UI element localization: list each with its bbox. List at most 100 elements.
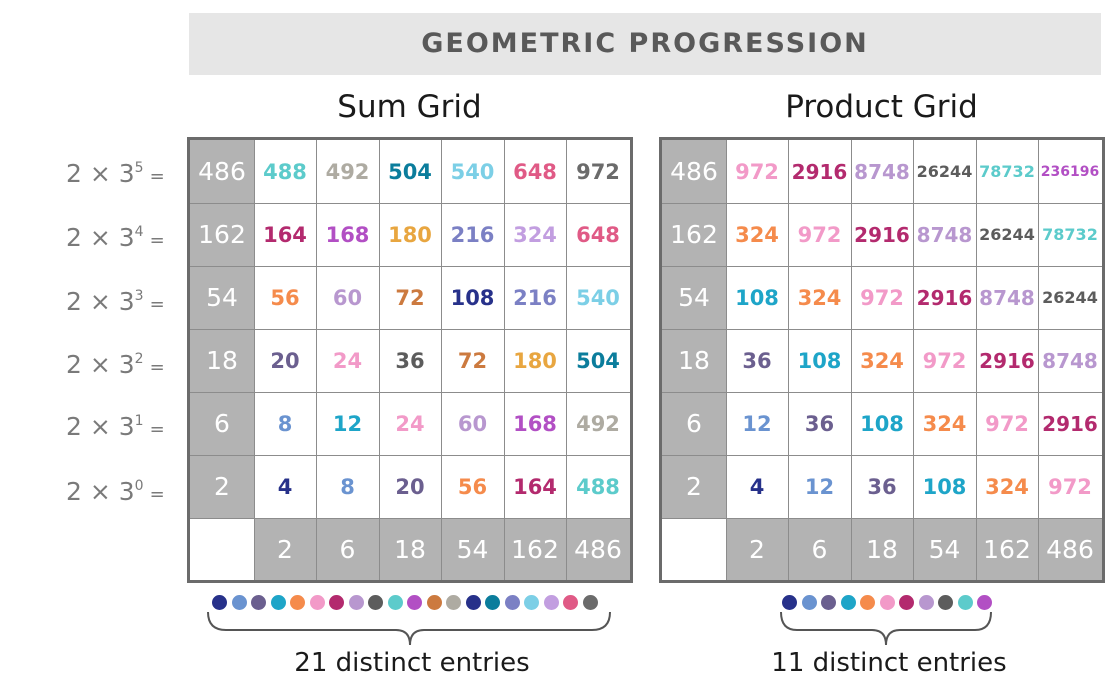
distinct-entry-dot — [446, 595, 461, 610]
sum-cell: 180 — [513, 348, 557, 373]
product-row-header: 486 — [662, 140, 726, 203]
distinct-entry-dot — [212, 595, 227, 610]
row-label-equals: = — [149, 230, 165, 251]
distinct-entry-dot — [270, 595, 286, 610]
sum-caption: 21 distinct entries — [294, 648, 530, 678]
product-cell: 2916 — [1042, 411, 1098, 436]
sum-cell: 492 — [576, 411, 620, 436]
distinct-entry-dot — [290, 595, 305, 610]
product-cell: 2916 — [979, 348, 1035, 373]
product-cell: 36 — [867, 474, 897, 499]
grid-line — [440, 140, 442, 580]
product-cell: 972 — [922, 348, 967, 373]
product-cell: 78732 — [979, 162, 1035, 181]
sum-col-header: 162 — [504, 518, 566, 580]
sum-grid: 486 488 492 504 540 648 972 162 164 168 180 216 324 6… — [187, 137, 633, 583]
product-cell: 36 — [804, 411, 835, 436]
grid-line — [503, 140, 505, 580]
product-row-header: 54 — [662, 266, 726, 329]
distinct-entry-dot — [387, 595, 403, 610]
sum-cell: 12 — [332, 411, 363, 436]
product-row-header: 18 — [662, 329, 726, 392]
sum-cell: 24 — [332, 348, 363, 373]
distinct-entry-dot — [348, 595, 364, 610]
sum-cell: 60 — [457, 411, 488, 436]
product-cell: 972 — [1048, 474, 1092, 499]
distinct-entry-dot — [918, 595, 934, 610]
sum-col-header: 54 — [441, 518, 504, 580]
grid-line — [190, 454, 630, 456]
grid-line — [190, 391, 630, 393]
sum-cell: 492 — [325, 159, 370, 184]
product-col-header: 486 — [1038, 518, 1102, 580]
sum-cell: 540 — [450, 159, 495, 184]
product-cell: 324 — [797, 285, 842, 310]
sum-cell: 216 — [450, 222, 495, 247]
product-brace — [780, 611, 992, 646]
row-label-equals: = — [149, 294, 165, 315]
row-label-exponent: 3 — [134, 288, 144, 304]
product-cell: 78732 — [1042, 225, 1098, 244]
product-col-header: 162 — [976, 518, 1038, 580]
sum-col-header: 18 — [379, 518, 441, 580]
sum-cell: 4 — [277, 474, 293, 499]
sum-cell: 24 — [395, 411, 425, 436]
row-label: 2 × 31 = — [66, 406, 176, 441]
sum-col-header: 6 — [316, 518, 379, 580]
product-cell: 972 — [985, 411, 1029, 436]
grid-line — [565, 140, 567, 580]
row-label-base: 2 × 3 — [66, 287, 135, 316]
sum-cell: 164 — [263, 222, 307, 247]
distinct-entry-dot — [231, 595, 247, 610]
row-label: 2 × 35 = — [66, 153, 176, 188]
grid-line — [912, 140, 914, 580]
product-cell: 36 — [742, 348, 772, 373]
grid-line — [190, 517, 630, 519]
product-row-header: 162 — [662, 203, 726, 266]
row-label-base: 2 × 3 — [66, 159, 135, 188]
distinct-entry-dot — [504, 595, 520, 610]
grid-line — [378, 140, 380, 580]
sum-corner-cell — [190, 518, 254, 580]
grid-line — [662, 265, 1102, 267]
product-row-header: 2 — [662, 455, 726, 518]
product-cell: 2916 — [854, 222, 910, 247]
product-cell: 108 — [860, 411, 904, 436]
sum-cell: 56 — [457, 474, 488, 499]
sum-cell: 108 — [450, 285, 495, 310]
product-cell: 26244 — [916, 162, 973, 181]
sum-cell: 36 — [395, 348, 425, 373]
product-row-header: 6 — [662, 392, 726, 455]
product-cell: 324 — [735, 222, 779, 247]
product-col-header: 18 — [851, 518, 913, 580]
distinct-entry-dot — [368, 595, 383, 610]
grid-line — [662, 391, 1102, 393]
grid-line — [1037, 140, 1039, 580]
row-label-equals: = — [149, 484, 165, 505]
grid-line — [662, 328, 1102, 330]
grid-line — [190, 328, 630, 330]
product-cell: 8748 — [854, 159, 910, 184]
sum-cell: 20 — [395, 474, 425, 499]
sum-row-header: 6 — [190, 392, 254, 455]
sum-cell: 504 — [576, 348, 620, 373]
row-label-base: 2 × 3 — [66, 223, 135, 252]
row-label: 2 × 34 = — [66, 217, 176, 252]
distinct-entry-dot — [977, 595, 992, 610]
distinct-entry-dot — [840, 595, 856, 610]
sum-cell: 216 — [513, 285, 557, 310]
product-cell: 108 — [735, 285, 779, 310]
product-grid: 486 972 2916 8748 26244 78732 236196 162 324 972 2… — [659, 137, 1105, 583]
row-label-exponent: 0 — [134, 478, 144, 494]
product-cell: 324 — [985, 474, 1029, 499]
product-caption: 11 distinct entries — [771, 648, 1007, 678]
distinct-entry-dot — [821, 595, 836, 610]
distinct-entry-dot — [938, 595, 953, 610]
sum-cell: 168 — [513, 411, 557, 436]
sum-cell: 8 — [340, 474, 355, 499]
distinct-entry-dot — [309, 595, 325, 610]
sum-cell: 488 — [576, 474, 620, 499]
sum-cell: 648 — [576, 222, 620, 247]
product-grid-title: Product Grid — [785, 89, 978, 125]
row-label-equals: = — [149, 166, 165, 187]
